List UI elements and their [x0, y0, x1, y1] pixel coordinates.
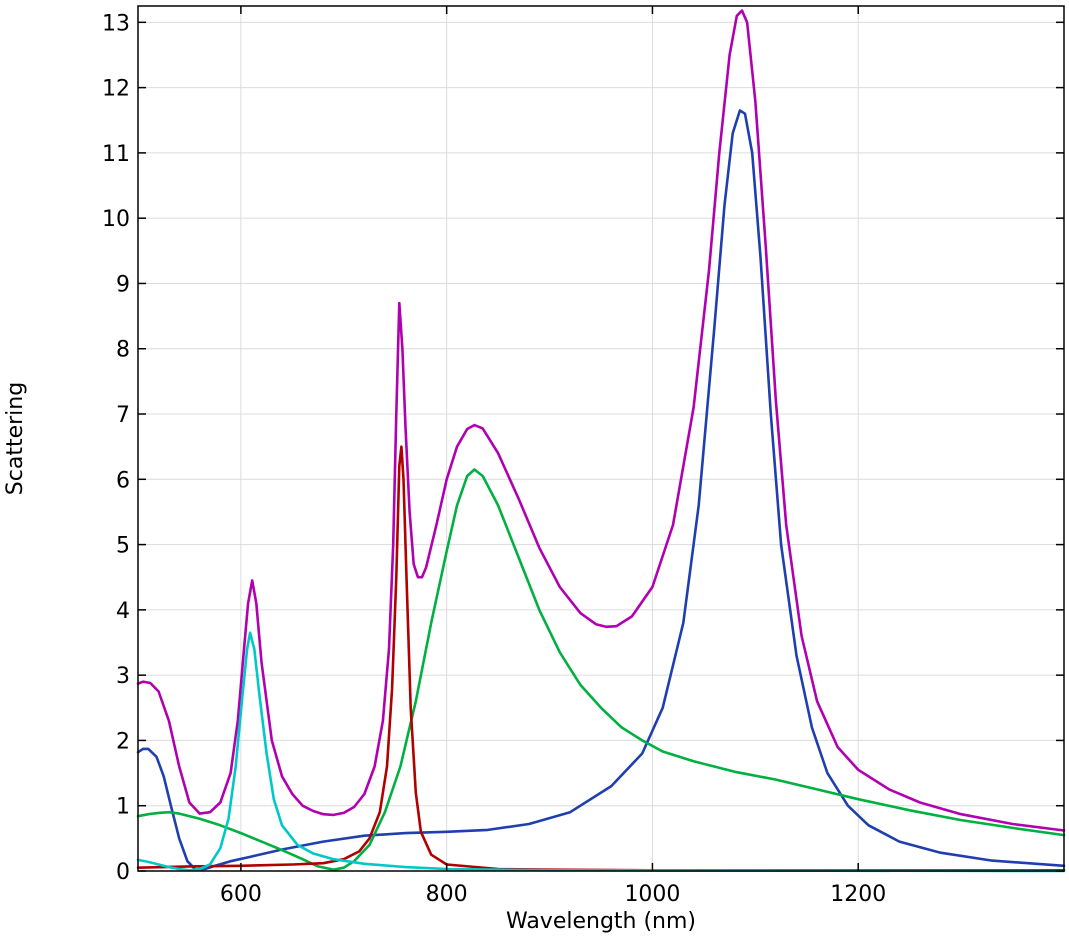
series-line-1 — [136, 9, 1066, 832]
plot-frame — [137, 5, 1065, 872]
y-tick-label: 6 — [116, 468, 130, 493]
y-tick-label: 3 — [116, 664, 130, 689]
x-tick-label: 800 — [426, 882, 468, 907]
series-line-2 — [136, 109, 1066, 871]
y-tick-label: 4 — [116, 599, 130, 624]
axis-ticks — [138, 6, 1064, 872]
y-tick-label: 2 — [116, 729, 130, 754]
series-line-3 — [136, 468, 1066, 871]
x-axis-title: Wavelength (nm) — [506, 909, 696, 934]
series-line-5 — [136, 631, 1066, 873]
grid — [138, 6, 1064, 872]
y-tick-label: 9 — [116, 272, 130, 297]
y-tick-label: 11 — [102, 142, 130, 167]
y-tick-label: 8 — [116, 338, 130, 363]
y-axis-title: Scattering — [3, 382, 28, 495]
y-tick-label: 1 — [116, 795, 130, 820]
y-tick-label: 10 — [102, 207, 130, 232]
x-tick-label: 1200 — [830, 882, 886, 907]
x-tick-label: 600 — [220, 882, 262, 907]
series-group — [136, 9, 1066, 873]
y-tick-label: 13 — [102, 11, 130, 36]
y-tick-label: 5 — [116, 534, 130, 559]
y-tick-label: 7 — [116, 403, 130, 428]
y-tick-label: 0 — [116, 860, 130, 885]
x-tick-label: 1000 — [624, 882, 680, 907]
y-tick-label: 12 — [102, 77, 130, 102]
